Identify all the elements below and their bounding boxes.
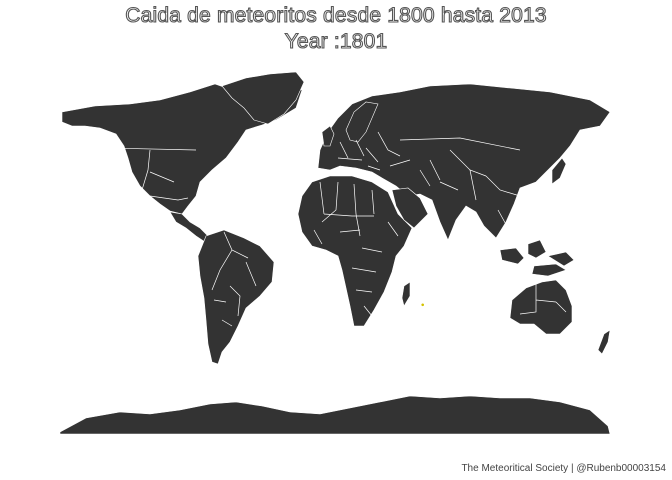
britain-landmass (321, 125, 335, 147)
land-layer (59, 71, 611, 435)
new-zealand-landmass (597, 329, 611, 355)
country-borders (107, 131, 567, 327)
arabia-landmass (391, 187, 429, 229)
map-title: Caida de meteoritos desde 1800 hasta 201… (125, 3, 547, 27)
meteorite-points-layer (421, 303, 425, 307)
madagascar-landmass (401, 281, 411, 307)
antarctica-landmass (59, 395, 611, 435)
scandinavia-landmass (345, 101, 379, 143)
australia-landmass (509, 279, 573, 335)
meteorite-point (421, 303, 425, 307)
south-america-landmass (197, 229, 275, 365)
japan-landmass (551, 157, 567, 185)
central-america-landmass (169, 211, 211, 243)
greenland-landmass (221, 71, 305, 125)
map-subtitle: Year :1801 (284, 29, 388, 53)
southeast-asia-islands (499, 239, 575, 277)
map-caption: The Meteoritical Society | @Rubenb000031… (461, 463, 666, 474)
africa-landmass (297, 175, 413, 327)
